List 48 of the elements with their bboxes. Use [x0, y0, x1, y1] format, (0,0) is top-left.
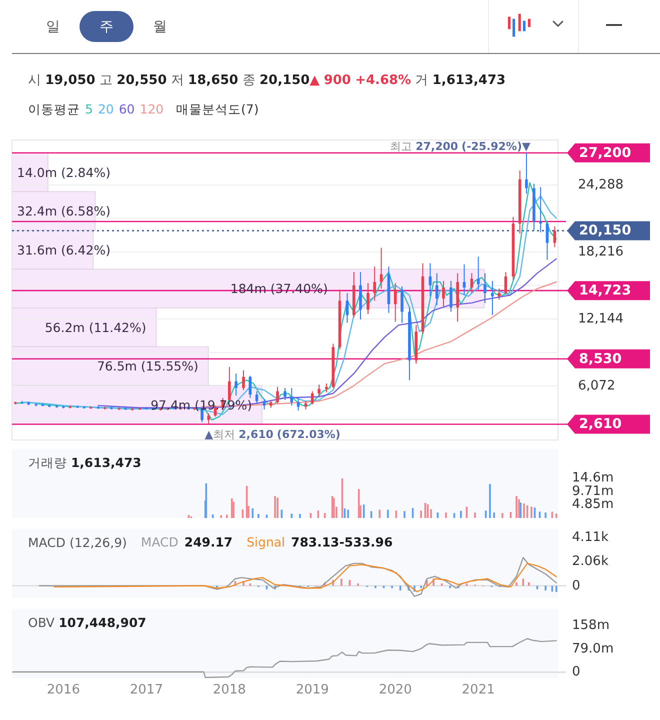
data-label: 76.5m (15.55%)	[96, 358, 198, 374]
y-tick-label: 0	[572, 578, 580, 594]
text: 5	[85, 102, 93, 116]
data-label: 14.0m (2.84%)	[17, 164, 110, 180]
y-tick-label: 79.0m	[572, 641, 614, 656]
text: MACD	[140, 534, 178, 550]
y-tick-label: 2.06k	[572, 554, 609, 570]
data-label: 31.6m (6.42%)	[17, 242, 110, 258]
x-tick-label: 2016	[46, 682, 80, 698]
x-tick-label: 2021	[462, 682, 495, 698]
data-label: 32.4m (6.58%)	[17, 204, 110, 219]
y-tick-label: 9.71m	[572, 484, 614, 499]
ref-line-label: 8,530	[579, 350, 622, 367]
text: 120	[140, 102, 164, 116]
text: MACD (12,26,9)	[28, 534, 127, 550]
text: 주	[100, 19, 114, 35]
ref-line-label: 14,723	[579, 282, 632, 299]
data-label: 56.2m (11.42%)	[44, 320, 146, 335]
ref-line-label: 20,150	[579, 222, 632, 239]
y-tick-label: 4.85m	[572, 497, 614, 512]
annotation: 최고 27,200 (-25.92%)▼	[390, 139, 531, 152]
x-tick-label: 2017	[130, 682, 163, 698]
text: Signal	[246, 534, 286, 550]
y-tick-label: 158m	[572, 618, 610, 634]
chart-title: 시 19,050 고 20,550 저 18,650 종 20,150▲ 900 +4.68% 거 1,613,473	[28, 72, 506, 88]
x-tick-label: 2019	[296, 682, 329, 698]
annotation: ▲최저 2,610 (672.03%)	[204, 428, 340, 441]
text: 60	[118, 102, 135, 116]
x-tick-label: 2018	[212, 682, 246, 698]
y-tick-label: 24,288	[578, 178, 624, 193]
x-tick-label: 2020	[378, 682, 412, 698]
text: OBV 107,448,907	[28, 614, 146, 630]
chart-title: 매물분석도(7)	[176, 102, 259, 116]
text: 거래량 1,613,473	[28, 454, 142, 470]
annotation: 249.17	[184, 534, 233, 550]
y-tick-label: 18,216	[578, 244, 624, 260]
annotation: 783.13-533.96	[291, 534, 393, 550]
y-tick-label: 12,144	[578, 312, 624, 327]
y-tick-label: 14.6m	[572, 470, 614, 486]
ref-line-label: 27,200	[579, 144, 632, 161]
y-tick-label: 0	[572, 664, 580, 680]
text: 일	[46, 19, 60, 35]
y-tick-label: 6,072	[578, 378, 616, 394]
y-tick-label: 4.11k	[572, 530, 609, 545]
text: 20	[98, 102, 114, 116]
legend-title: 이동평균	[28, 102, 80, 116]
ref-line-label: 2,610	[579, 416, 622, 432]
text: 월	[153, 19, 167, 35]
